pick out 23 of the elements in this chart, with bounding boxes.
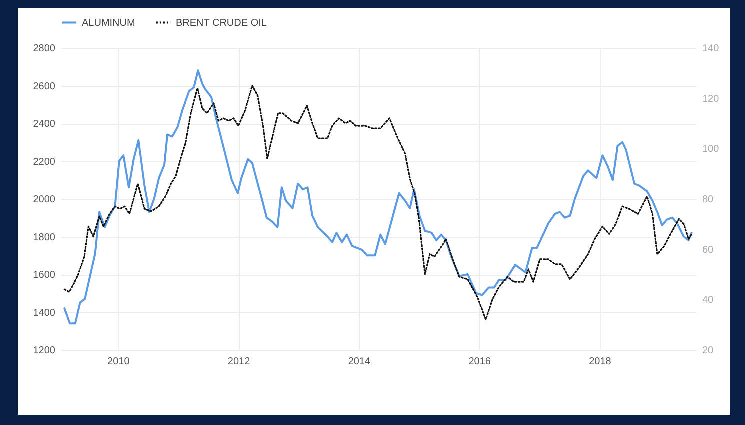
y-tick-label: 1200 bbox=[33, 346, 56, 356]
legend-label: BRENT CRUDE OIL bbox=[176, 18, 268, 29]
y-tick-label: 2800 bbox=[33, 44, 56, 54]
y-tick-label: 2000 bbox=[33, 194, 56, 206]
y2-tick-label: 120 bbox=[702, 94, 720, 105]
x-tick-label: 2014 bbox=[348, 356, 371, 368]
y-tick-label: 1600 bbox=[33, 270, 56, 281]
y2-tick-label: 60 bbox=[702, 244, 714, 256]
legend-label: ALUMINUM bbox=[82, 18, 136, 29]
y2-tick-label: 40 bbox=[702, 295, 714, 306]
x-tick-label: 2010 bbox=[108, 356, 130, 368]
y-tick-label: 1800 bbox=[33, 232, 56, 244]
y2-tick-label: 100 bbox=[702, 144, 720, 156]
y2-tick-label: 140 bbox=[702, 44, 720, 54]
x-tick-label: 2012 bbox=[228, 356, 251, 368]
y-tick-label: 2600 bbox=[33, 81, 56, 92]
y2-tick-label: 20 bbox=[702, 346, 714, 356]
x-tick-label: 2018 bbox=[589, 356, 612, 368]
y2-tick-label: 80 bbox=[702, 194, 714, 206]
y-tick-label: 1400 bbox=[33, 308, 56, 319]
y-tick-label: 2200 bbox=[33, 156, 56, 168]
x-tick-label: 2016 bbox=[468, 356, 492, 368]
y-tick-label: 2400 bbox=[33, 119, 56, 130]
